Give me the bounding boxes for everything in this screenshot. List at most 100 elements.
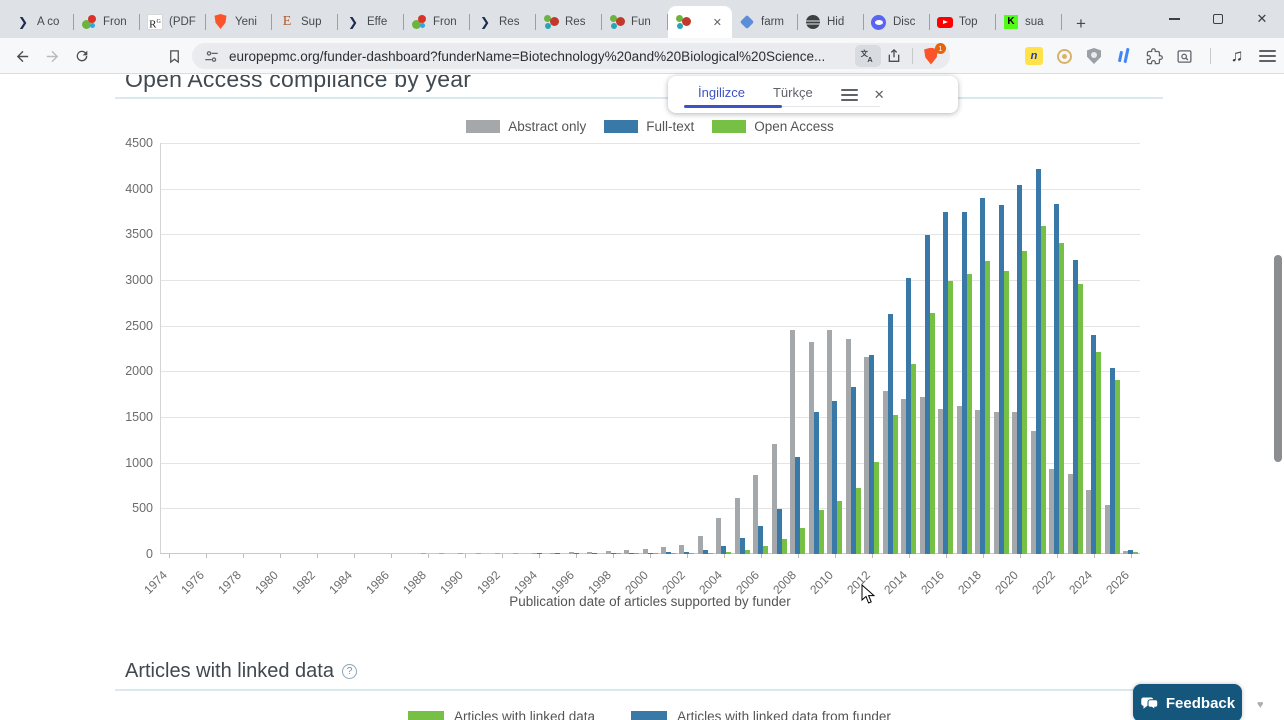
europepmc-icon [675, 14, 691, 30]
bar-abstract-only-2018 [975, 409, 981, 554]
bar-full-text-2006 [758, 526, 764, 554]
new-tab-button[interactable]: + [1076, 14, 1086, 33]
bar-open-access-2009 [818, 509, 824, 554]
linked-data-legend-item[interactable]: Articles with linked data [408, 709, 595, 720]
bar-open-access-2000 [652, 553, 658, 554]
address-bar[interactable]: europepmc.org/funder-dashboard?funderNam… [192, 43, 950, 69]
feedback-label: Feedback [1165, 694, 1236, 712]
browser-tab[interactable]: Fron [404, 6, 470, 38]
bar-full-text-2024 [1091, 335, 1097, 554]
tab-close-icon[interactable]: ✕ [712, 16, 722, 29]
bar-abstract-only-2017 [956, 405, 962, 554]
bar-abstract-only-1996 [568, 552, 574, 554]
y-tick-label: 4000 [125, 181, 153, 196]
bar-abstract-only-1990 [457, 553, 463, 554]
browser-tab[interactable]: farm [732, 6, 798, 38]
back-button[interactable] [10, 44, 34, 68]
bar-open-access-2013 [892, 414, 898, 554]
bar-abstract-only-1994 [531, 552, 537, 554]
y-tick-label: 0 [146, 547, 153, 561]
browser-tab[interactable]: ❯ A co [8, 6, 74, 38]
bar-full-text-2010 [832, 401, 838, 554]
extension-icon[interactable] [1055, 47, 1073, 65]
browser-tab[interactable]: Disc [864, 6, 930, 38]
gridline [160, 280, 1140, 281]
chart-plot-area[interactable] [160, 143, 1140, 554]
browser-tab[interactable]: Res [536, 6, 602, 38]
reader-mode-button[interactable] [1175, 47, 1193, 65]
media-control-button[interactable]: ♫ [1230, 46, 1244, 65]
brave-shield-button[interactable]: 1 [918, 43, 946, 67]
tab-title: Fron [103, 16, 127, 28]
tab-title: Fun [631, 16, 651, 28]
tab-title: Res [565, 16, 586, 28]
bar-full-text-2003 [702, 549, 708, 554]
x-tick [650, 554, 651, 558]
bar-full-text-2023 [1072, 259, 1078, 554]
x-tick [1130, 554, 1132, 558]
browser-tab[interactable]: ❯ Res [470, 6, 536, 38]
forward-button[interactable] [40, 44, 64, 68]
x-tick [539, 554, 541, 558]
frontiers-icon [81, 14, 97, 30]
extensions-puzzle-button[interactable] [1145, 47, 1163, 65]
browser-tab-active[interactable]: ✕ [668, 6, 732, 38]
browser-menu-button[interactable] [1258, 47, 1276, 65]
share-button[interactable] [881, 45, 907, 67]
tab-title: Disc [893, 16, 916, 28]
mouse-cursor [861, 584, 875, 604]
scrollbar-thumb[interactable] [1274, 255, 1282, 462]
browser-tab[interactable]: Yeni [206, 6, 272, 38]
translate-source-lang-tab[interactable]: İngilizce [698, 84, 745, 100]
minimize-button[interactable] [1152, 0, 1196, 38]
translate-target-lang-tab[interactable]: Türkçe [772, 84, 813, 100]
tab-title: (PDF [169, 16, 196, 28]
y-axis-line [160, 143, 161, 554]
legend-swatch [604, 120, 639, 133]
translate-options-button[interactable] [840, 86, 858, 104]
extension-chart-icon[interactable] [1115, 47, 1133, 65]
browser-tab[interactable]: E Sup [272, 6, 338, 38]
translate-close-button[interactable]: ✕ [873, 86, 885, 102]
legend-item-open-access[interactable]: Open Access [712, 119, 834, 134]
info-icon[interactable]: ? [341, 664, 357, 679]
bar-open-access-2026 [1133, 551, 1139, 554]
close-window-button[interactable]: ✕ [1256, 11, 1268, 26]
reload-button[interactable] [70, 44, 94, 68]
bookmark-button[interactable] [162, 44, 186, 68]
feedback-button[interactable]: Feedback [1133, 684, 1242, 720]
site-settings-icon[interactable] [204, 49, 219, 64]
legend-swatch [408, 710, 444, 720]
researchgate-icon: RG [147, 14, 163, 31]
bar-open-access-2014 [911, 363, 917, 554]
browser-tab[interactable]: Top [930, 6, 996, 38]
brave-icon [213, 14, 229, 30]
browser-tab[interactable]: Fun [602, 6, 668, 38]
x-tick [760, 554, 762, 558]
bar-full-text-2015 [924, 235, 930, 554]
x-tick [243, 554, 245, 558]
extension-shield-icon[interactable] [1085, 47, 1103, 65]
browser-tab[interactable]: Fron [74, 6, 140, 38]
bar-full-text-2012 [869, 355, 875, 554]
bar-full-text-2019 [998, 205, 1004, 554]
restore-button[interactable] [1196, 0, 1240, 38]
bar-open-access-2024 [1096, 351, 1102, 554]
bar-open-access-2020 [1022, 250, 1028, 554]
chat-bubbles-icon [1141, 697, 1159, 711]
extension-icon[interactable]: n [1025, 47, 1043, 65]
shield-badge: 1 [935, 43, 946, 54]
browser-tab[interactable]: Hid [798, 6, 864, 38]
browser-tab[interactable]: RG (PDF [140, 6, 206, 38]
bar-open-access-2005 [744, 549, 750, 554]
bar-open-access-2010 [837, 500, 843, 554]
legend-item-abstract-only[interactable]: Abstract only [466, 119, 586, 134]
browser-tab[interactable]: ❯ Effe [338, 6, 404, 38]
x-tick [908, 554, 910, 558]
linked-data-legend-item[interactable]: Articles with linked data from funder [631, 709, 891, 720]
legend-item-full-text[interactable]: Full-text [604, 119, 694, 134]
window-controls: ✕ [1152, 0, 1284, 38]
tab-title: Top [959, 16, 978, 28]
